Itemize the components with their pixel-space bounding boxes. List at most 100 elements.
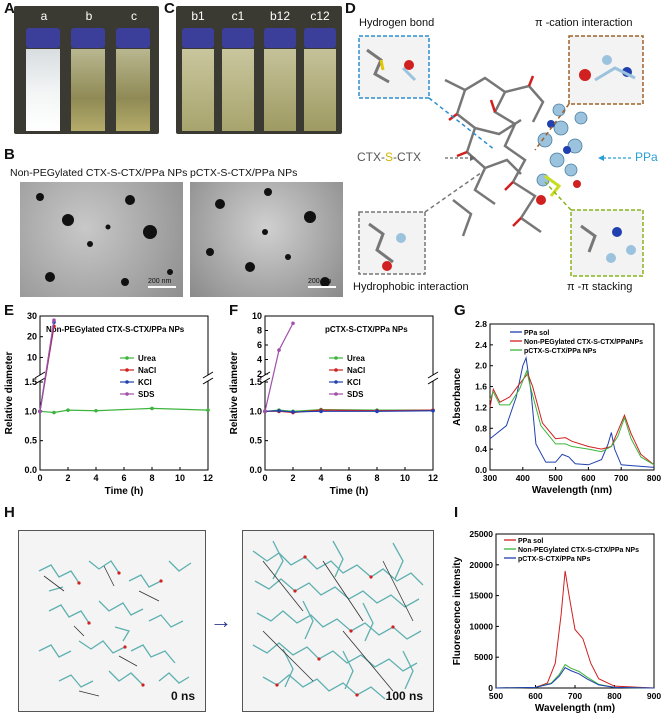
y-axis-label: Relative diameter — [4, 351, 15, 434]
y-tick-label: 4 — [257, 355, 262, 365]
chart-i-fluorescence: 500 600 700 800 900 0 5000 10000 15000 20000 25000… — [452, 529, 661, 714]
axis-break-mark — [202, 371, 214, 379]
y-tick-label: 1.2 — [475, 402, 487, 412]
data-point-sds — [38, 409, 42, 414]
data-point-sds — [291, 321, 295, 326]
series-line-sds — [39, 320, 55, 412]
legend-label: PPa sol — [518, 538, 543, 545]
y-tick-label: 10 — [27, 352, 37, 362]
y-tick-label: 1.6 — [475, 382, 487, 392]
x-axis-label: Time (h) — [105, 486, 144, 497]
vial-label-c: c — [131, 9, 137, 23]
tem-particles — [36, 193, 173, 286]
x-tick-label: 12 — [428, 473, 438, 483]
vials-photo-c: b1 c1 b12 c12 — [176, 6, 342, 134]
y-tick-label: 1.0 — [249, 406, 262, 416]
x-tick-label: 10 — [175, 473, 185, 483]
legend-marker — [334, 392, 338, 396]
panel-label-a: A — [4, 0, 15, 17]
vial-label-b: b — [85, 9, 93, 23]
vial-body-yellow — [304, 49, 336, 131]
y-tick-label: 1.5 — [249, 377, 262, 387]
panel-label-g: G — [454, 302, 466, 319]
legend-marker — [125, 380, 129, 384]
axis-break-mark — [427, 371, 439, 379]
vial-body-yellow — [182, 49, 214, 131]
panel-c: C b1 c1 b12 c12 — [160, 0, 345, 140]
x-tick-label: 600 — [581, 473, 595, 483]
y-tick-label: 0.5 — [249, 436, 262, 446]
chart-title: Non-PEGylated CTX-S-CTX/PPa NPs — [46, 325, 185, 334]
axis-break-mark — [202, 377, 214, 385]
axis-break-mark — [259, 377, 271, 385]
molecular-docking-diagram — [358, 35, 644, 277]
axis-break-mark — [427, 377, 439, 385]
y-tick-label: 0.8 — [475, 423, 487, 433]
x-tick-label: 6 — [346, 473, 351, 483]
x-axis-label: Wavelength (nm) — [532, 485, 612, 496]
legend-label: Non-PEGylated CTX-S-CTX/PPa NPs — [518, 547, 639, 554]
panel-label-f: F — [229, 302, 239, 319]
ctx-label-b: -CTX — [393, 150, 422, 164]
series-line — [489, 372, 655, 466]
y-tick-label: 2 — [257, 369, 262, 379]
ppa-molecule — [536, 103, 588, 187]
md-molecules-100ns — [252, 540, 424, 700]
y-tick-label: 20 — [27, 332, 37, 342]
annotation-pi-pi-stacking: π -π stacking — [567, 281, 633, 293]
vial-cap — [116, 28, 150, 48]
inset-pi-cation — [568, 35, 644, 105]
panel-label-e: E — [4, 302, 15, 319]
vial-cap — [304, 28, 336, 48]
md-molecules-0ns — [38, 560, 192, 697]
y-tick-label: 5000 — [474, 652, 493, 662]
data-point-kcl — [375, 409, 379, 414]
inset-pi-pi — [570, 209, 644, 277]
data-point-sds — [277, 348, 281, 352]
vial-label-b12: b12 — [269, 9, 291, 23]
data-point-kcl — [291, 410, 295, 414]
tem-title-right: pCTX-S-CTX/PPa NPs — [190, 167, 298, 179]
y-tick-label: 0 — [488, 683, 493, 693]
x-tick-label: 600 — [528, 691, 542, 701]
plot-frame — [39, 315, 209, 471]
legend-label: KCl — [347, 378, 361, 387]
data-point-sds — [263, 409, 267, 414]
scale-bar-label: 200 nm — [148, 278, 172, 285]
vial-cap — [26, 28, 60, 48]
data-point-urea — [150, 406, 154, 411]
y-tick-label: 0.5 — [24, 436, 37, 446]
x-tick-label: 700 — [568, 691, 582, 701]
panel-d: D Hydrogen bond π -cation interaction Hy… — [345, 0, 666, 300]
tem-title-left: Non-PEGylated CTX-S-CTX/PPa NPs — [10, 167, 188, 179]
series-line-urea — [39, 407, 209, 414]
y-tick-label: 1.0 — [24, 406, 37, 416]
ctx-label-s: S — [385, 150, 394, 164]
data-point-kcl — [431, 408, 435, 413]
panel-h: H 0 ns → — [0, 504, 450, 718]
axis-break-mark — [259, 371, 271, 379]
y-tick-label: 0.4 — [475, 444, 487, 454]
x-axis-label: Time (h) — [330, 486, 369, 497]
y-tick-label: 10 — [252, 311, 262, 321]
axis-break-gap — [36, 375, 212, 381]
vial-label-b1: b1 — [191, 9, 205, 23]
axis-break-gap — [261, 375, 437, 381]
data-point-urea — [206, 408, 210, 412]
panel-label-b: B — [4, 146, 15, 163]
x-tick-label: 2 — [65, 473, 70, 483]
y-tick-label: 30 — [27, 311, 37, 321]
y-tick-label: 2.4 — [475, 340, 487, 350]
y-tick-label: 1.5 — [24, 377, 37, 387]
chart-e-relative-diameter: 0 2 4 6 8 10 12 0.0 0.5 1.0 1.5 10 20 30 Time (h) Relat… — [4, 311, 214, 497]
y-tick-label: 0.0 — [24, 465, 37, 475]
panel-label-i: I — [454, 504, 459, 521]
y-tick-label: 0.0 — [475, 465, 487, 475]
data-point-urea — [66, 408, 70, 412]
data-point-sds — [52, 318, 56, 322]
annotation-hydrophobic: Hydrophobic interaction — [353, 281, 469, 293]
panel-label-c: C — [164, 0, 175, 17]
chart-title: pCTX-S-CTX/PPa NPs — [325, 325, 408, 334]
y-tick-label: 25000 — [469, 529, 493, 539]
vial-body-yellow — [71, 49, 105, 131]
